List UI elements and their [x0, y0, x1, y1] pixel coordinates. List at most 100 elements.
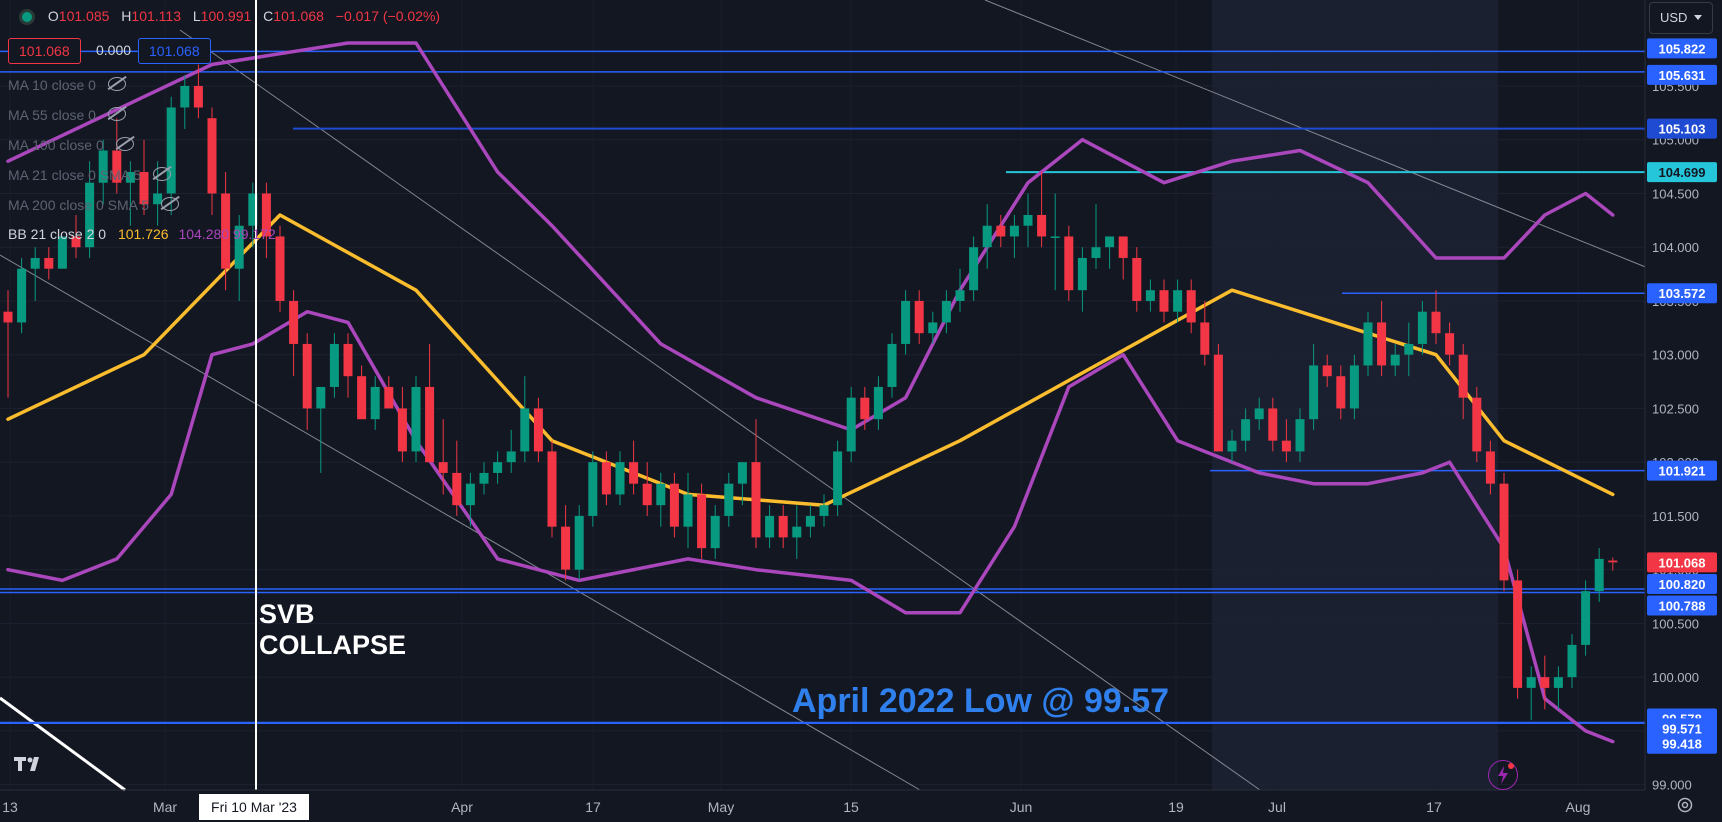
ohlc-close: 101.068 — [273, 8, 324, 24]
candle — [1485, 451, 1495, 484]
ohlc-legend: O101.085 H101.113 L100.991 C101.068 −0.0… — [10, 8, 448, 24]
price-label-text: 101.068 — [1659, 555, 1706, 570]
bollinger-basis: 101.726 — [117, 226, 169, 242]
candle — [941, 300, 951, 323]
x-tick-label: Mar — [153, 799, 177, 815]
candle — [85, 182, 95, 248]
candle — [1363, 322, 1373, 366]
candle — [765, 515, 775, 538]
candle — [1064, 236, 1074, 291]
candle — [561, 526, 571, 570]
candle — [71, 236, 81, 248]
candle — [57, 236, 67, 269]
y-tick-label: 100.000 — [1652, 670, 1699, 685]
candle — [873, 386, 883, 420]
candle — [1513, 580, 1523, 688]
candle — [397, 408, 407, 452]
price-label-box — [1647, 718, 1717, 739]
x-tick-label: Jul — [1268, 799, 1286, 815]
eye-off-icon[interactable] — [115, 137, 134, 151]
y-tick-label: 103.000 — [1652, 348, 1699, 363]
currency-selector[interactable]: USD — [1649, 2, 1713, 34]
price-label-box — [1647, 162, 1717, 183]
candle — [520, 408, 530, 452]
candle — [329, 343, 339, 387]
y-tick-label: 101.500 — [1652, 509, 1699, 524]
candle — [629, 462, 639, 484]
y-tick-label: 100.500 — [1652, 616, 1699, 631]
candle — [914, 300, 924, 334]
crosshair-date-label: Fri 10 Mar '23 — [211, 799, 297, 815]
candle — [261, 193, 271, 237]
candle — [1526, 677, 1536, 688]
indicator-ma55[interactable]: MA 55 close 0 — [8, 107, 126, 123]
indicator-ma10[interactable]: MA 10 close 0 — [8, 77, 126, 93]
candle — [1241, 419, 1251, 441]
indicator-bollinger[interactable]: BB 21 close 2 0 101.726 104.280 99.172 — [8, 226, 276, 242]
eye-off-icon[interactable] — [153, 167, 172, 181]
candle — [1105, 236, 1115, 248]
indicator-ma21-label: MA 21 close 0 SMA 5 — [8, 167, 142, 183]
candle — [656, 483, 666, 506]
candle — [1431, 311, 1441, 334]
price-label-text: 105.103 — [1659, 122, 1706, 137]
price-label-box — [1647, 283, 1717, 304]
x-tick-label: 19 — [1168, 799, 1184, 815]
candle — [1295, 419, 1305, 452]
candle — [411, 386, 421, 452]
buy-price-button[interactable]: 101.068 — [138, 38, 211, 64]
candle — [1336, 376, 1346, 409]
candle — [928, 322, 938, 334]
annotation-collapse: COLLAPSE — [259, 630, 406, 660]
bollinger-label: BB 21 close 2 0 — [8, 226, 107, 242]
candle — [166, 107, 176, 194]
price-label-box — [1647, 38, 1717, 59]
eye-off-icon[interactable] — [107, 107, 126, 121]
ohlc-low: 100.991 — [200, 8, 252, 24]
candle — [1404, 343, 1414, 355]
price-label-box — [1647, 64, 1717, 85]
candle — [221, 193, 231, 269]
market-status-icon — [22, 12, 32, 22]
candle — [438, 462, 448, 473]
tradingview-logo-icon[interactable] — [14, 754, 48, 780]
candle — [1499, 483, 1509, 581]
candle — [1132, 257, 1142, 301]
candle — [1118, 236, 1128, 258]
lightning-icon[interactable] — [1488, 760, 1518, 790]
candle — [588, 462, 598, 516]
indicator-ma100[interactable]: MA 100 close 0 — [8, 137, 134, 153]
indicator-ma55-label: MA 55 close 0 — [8, 107, 96, 123]
candle — [44, 257, 54, 269]
price-label-text: 104.699 — [1659, 165, 1706, 180]
candle — [1213, 354, 1223, 452]
candle — [751, 462, 761, 538]
x-tick-label: Jun — [1010, 799, 1033, 815]
indicator-ma100-label: MA 100 close 0 — [8, 137, 104, 153]
series-line — [6, 213, 1615, 507]
x-axis[interactable]: 13 Mar Apr 17 May 15 Jun 19 Jul 17 Aug — [2, 799, 1590, 815]
price-label-box — [1647, 460, 1717, 481]
ohlc-high: 101.113 — [131, 8, 181, 24]
sell-price-button[interactable]: 101.068 — [8, 38, 81, 64]
eye-off-icon[interactable] — [160, 197, 179, 211]
eye-off-icon[interactable] — [107, 77, 126, 91]
candle — [17, 268, 27, 323]
price-label-text: 100.820 — [1659, 577, 1706, 592]
candle — [180, 85, 190, 108]
indicator-ma200[interactable]: MA 200 close 0 SMA 5 — [8, 197, 179, 213]
price-label-box — [1647, 595, 1717, 616]
candle — [982, 225, 992, 248]
candle — [1322, 365, 1332, 377]
candle — [425, 386, 435, 463]
x-tick-label: 17 — [585, 799, 601, 815]
indicator-ma21[interactable]: MA 21 close 0 SMA 5 — [8, 167, 172, 183]
ohlc-l-key: L — [192, 8, 201, 24]
price-label-box — [1647, 552, 1717, 573]
settings-icon[interactable] — [1676, 796, 1694, 814]
candle — [316, 386, 326, 409]
series-line — [6, 41, 1615, 432]
candle — [1309, 365, 1319, 420]
price-label-box — [1647, 733, 1717, 754]
